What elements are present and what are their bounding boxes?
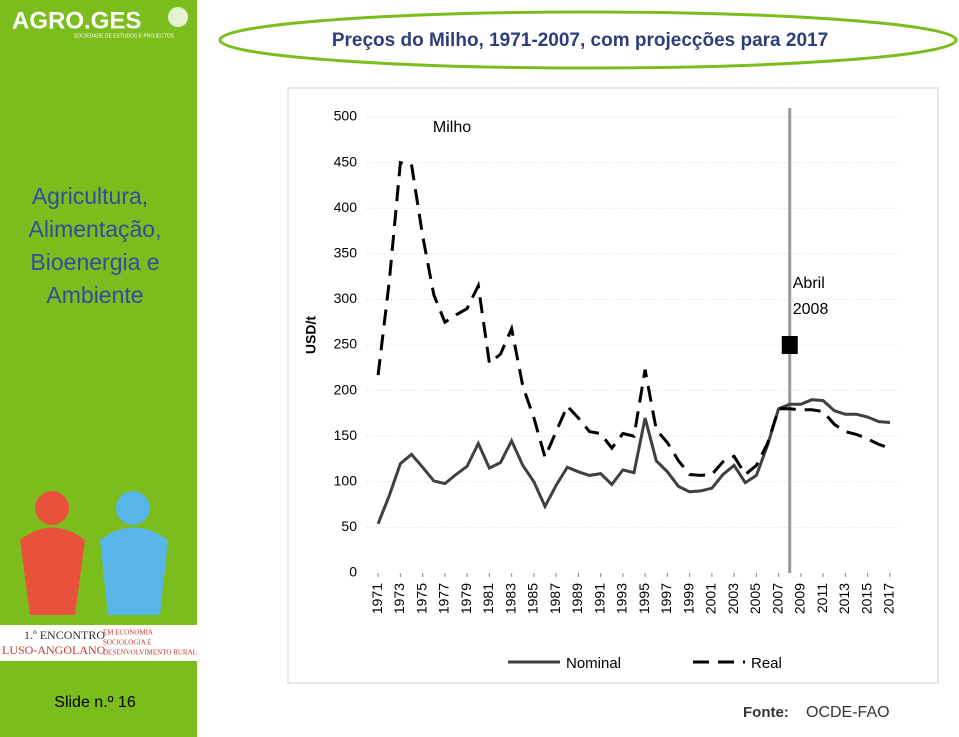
y-axis-label: USD/t bbox=[303, 316, 319, 354]
series-line bbox=[376, 398, 891, 525]
y-tick-label: 150 bbox=[334, 427, 358, 443]
event-line: LUSO-ANGOLANO bbox=[2, 643, 106, 657]
y-tick-label: 50 bbox=[341, 518, 357, 534]
heading-line: Agricultura, bbox=[32, 183, 148, 209]
x-tick-label: 2007 bbox=[769, 583, 785, 614]
source-label: Fonte: bbox=[743, 704, 789, 721]
logo-tree bbox=[168, 7, 188, 27]
event-logo: 1.º ENCONTRO LUSO-ANGOLANO EM ECONOMIA S… bbox=[2, 628, 197, 657]
x-tick-label: 1973 bbox=[391, 583, 407, 614]
x-tick-label: 1997 bbox=[658, 583, 674, 614]
x-tick-label: 1989 bbox=[569, 583, 585, 614]
event-line: 1.º ENCONTRO bbox=[24, 628, 105, 642]
series-line bbox=[376, 160, 891, 477]
chart-title: Milho bbox=[433, 119, 471, 136]
event-logo-box bbox=[0, 625, 197, 661]
x-tick-label: 1985 bbox=[525, 583, 541, 614]
x-tick-label: 2003 bbox=[725, 583, 741, 614]
source: OCDE-FAO bbox=[806, 704, 890, 721]
legend-label: Real bbox=[751, 655, 782, 672]
x-tick-label: 1971 bbox=[369, 583, 385, 614]
event-line: EM ECONOMIA bbox=[103, 629, 153, 637]
x-tick-label: 1975 bbox=[413, 583, 429, 614]
x-tick-label: 1979 bbox=[458, 583, 474, 614]
legend-label: Nominal bbox=[566, 655, 621, 672]
april-2008-marker bbox=[781, 336, 798, 354]
x-tick-label: 2001 bbox=[703, 583, 719, 614]
chart-frame bbox=[287, 87, 939, 684]
x-tick-label: 1995 bbox=[636, 583, 652, 614]
x-tick-label: 1999 bbox=[680, 583, 696, 614]
y-tick-label: 200 bbox=[334, 381, 358, 397]
x-tick-label: 2011 bbox=[814, 583, 830, 613]
logo: AGRO.GES bbox=[12, 7, 141, 34]
x-tick-label: 2005 bbox=[747, 583, 763, 614]
y-tick-label: 300 bbox=[334, 290, 358, 306]
annotation: 2008 bbox=[793, 301, 829, 318]
sidebar-heading: Agricultura, Alimentação, Bioenergia e A… bbox=[29, 183, 162, 308]
heading-line: Ambiente bbox=[46, 282, 143, 308]
slide-title: Preços do Milho, 1971-2007, com projecçõ… bbox=[332, 30, 828, 51]
figures bbox=[20, 491, 168, 615]
x-tick-label: 1993 bbox=[614, 583, 630, 614]
y-tick-label: 500 bbox=[334, 108, 358, 124]
y-tick-label: 250 bbox=[334, 336, 358, 352]
event-line: DESENVOLVIMENTO RURAL bbox=[103, 649, 197, 657]
slide-number: Slide n.º 16 bbox=[54, 694, 136, 711]
title-ellipse bbox=[218, 10, 958, 70]
x-tick-label: 1987 bbox=[547, 583, 563, 614]
x-tick-label: 1983 bbox=[502, 583, 518, 614]
heading-line: Alimentação, bbox=[29, 216, 162, 242]
annotation: Abril bbox=[793, 275, 825, 292]
y-tick-label: 400 bbox=[334, 199, 358, 215]
x-tick-label: 2009 bbox=[792, 583, 808, 614]
y-tick-label: 100 bbox=[334, 473, 358, 489]
heading-line: Bioenergia e bbox=[30, 249, 159, 275]
y-tick-label: 0 bbox=[349, 564, 357, 580]
x-tick-label: 2017 bbox=[881, 583, 897, 614]
event-line: SOCIOLOGIA E bbox=[103, 639, 151, 647]
y-tick-label: 350 bbox=[334, 245, 358, 261]
x-tick-label: 2015 bbox=[858, 583, 874, 614]
x-tick-label: 1981 bbox=[480, 583, 496, 614]
logo-subtitle: SOCIEDADE DE ESTUDOS E PROJECTOS bbox=[74, 33, 175, 39]
x-tick-label: 1977 bbox=[436, 583, 452, 614]
y-tick-label: 450 bbox=[334, 153, 358, 169]
x-tick-label: 1991 bbox=[591, 583, 607, 614]
x-tick-label: 2013 bbox=[836, 583, 852, 614]
